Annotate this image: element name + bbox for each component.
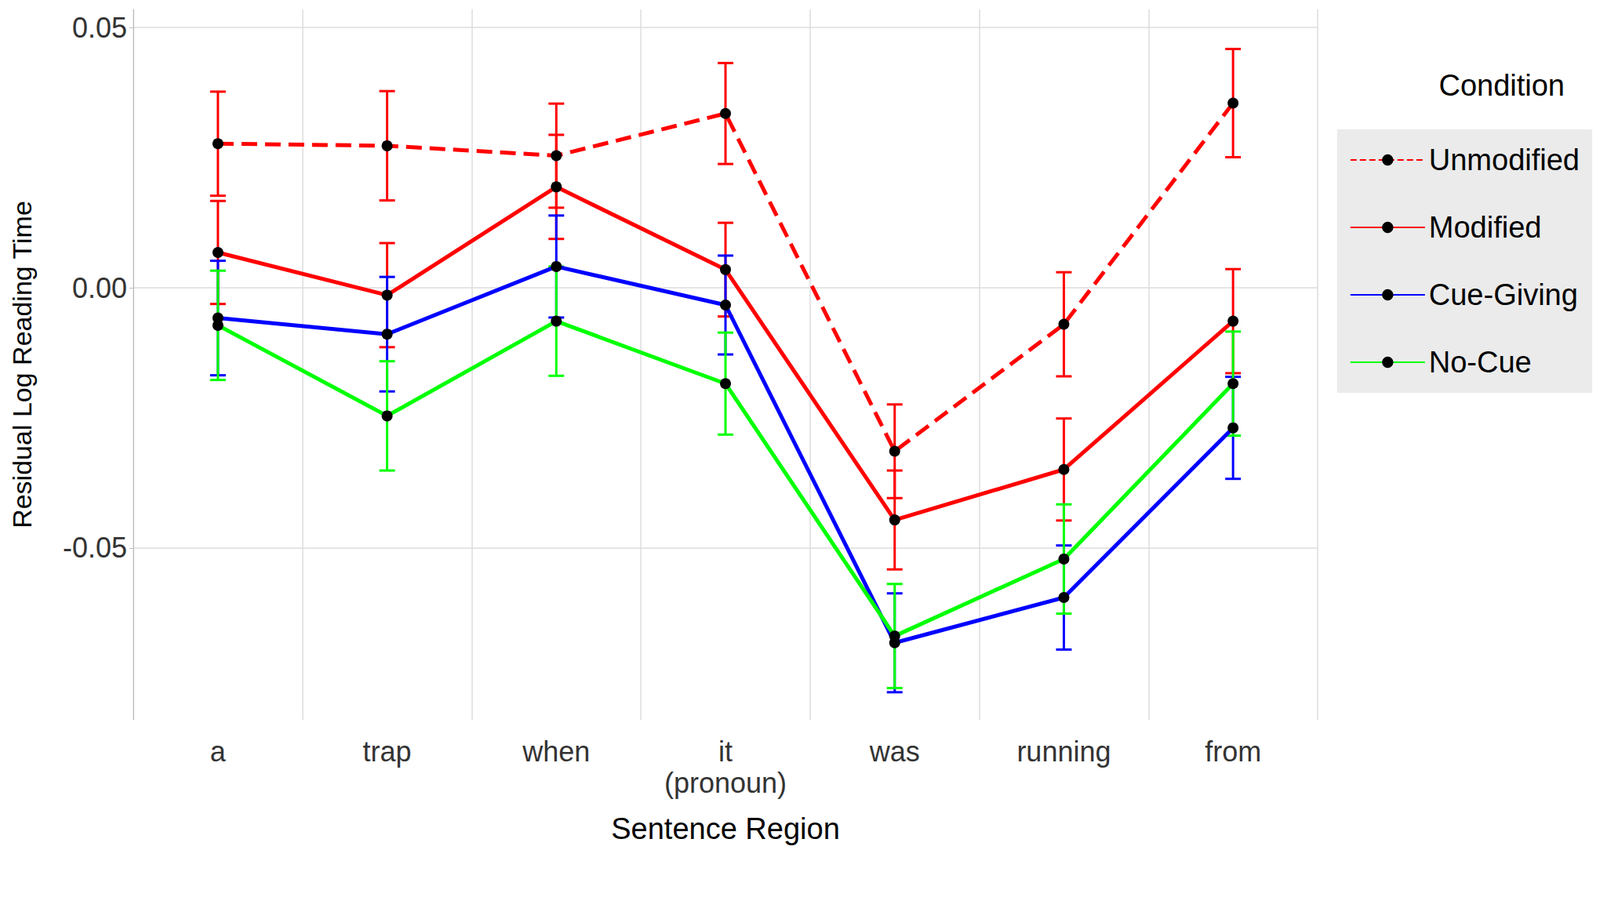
svg-text:Unmodified: Unmodified [1429, 143, 1580, 177]
svg-text:Modified: Modified [1429, 210, 1542, 244]
svg-text:0.00: 0.00 [72, 272, 128, 305]
svg-text:0.05: 0.05 [72, 11, 128, 44]
svg-text:running: running [1016, 735, 1111, 768]
svg-text:trap: trap [363, 735, 412, 768]
svg-text:-0.05: -0.05 [62, 531, 128, 564]
svg-text:it: it [718, 735, 733, 768]
svg-text:was: was [869, 735, 920, 768]
svg-text:when: when [521, 735, 590, 768]
svg-text:(pronoun): (pronoun) [664, 767, 787, 800]
svg-text:Cue-Giving: Cue-Giving [1429, 278, 1579, 312]
svg-text:Sentence Region: Sentence Region [610, 812, 840, 846]
svg-text:from: from [1204, 735, 1262, 768]
svg-text:Condition: Condition [1438, 69, 1565, 102]
svg-text:No-Cue: No-Cue [1429, 345, 1532, 379]
svg-text:Residual Log Reading Time: Residual Log Reading Time [7, 200, 37, 529]
svg-text:a: a [210, 735, 227, 768]
